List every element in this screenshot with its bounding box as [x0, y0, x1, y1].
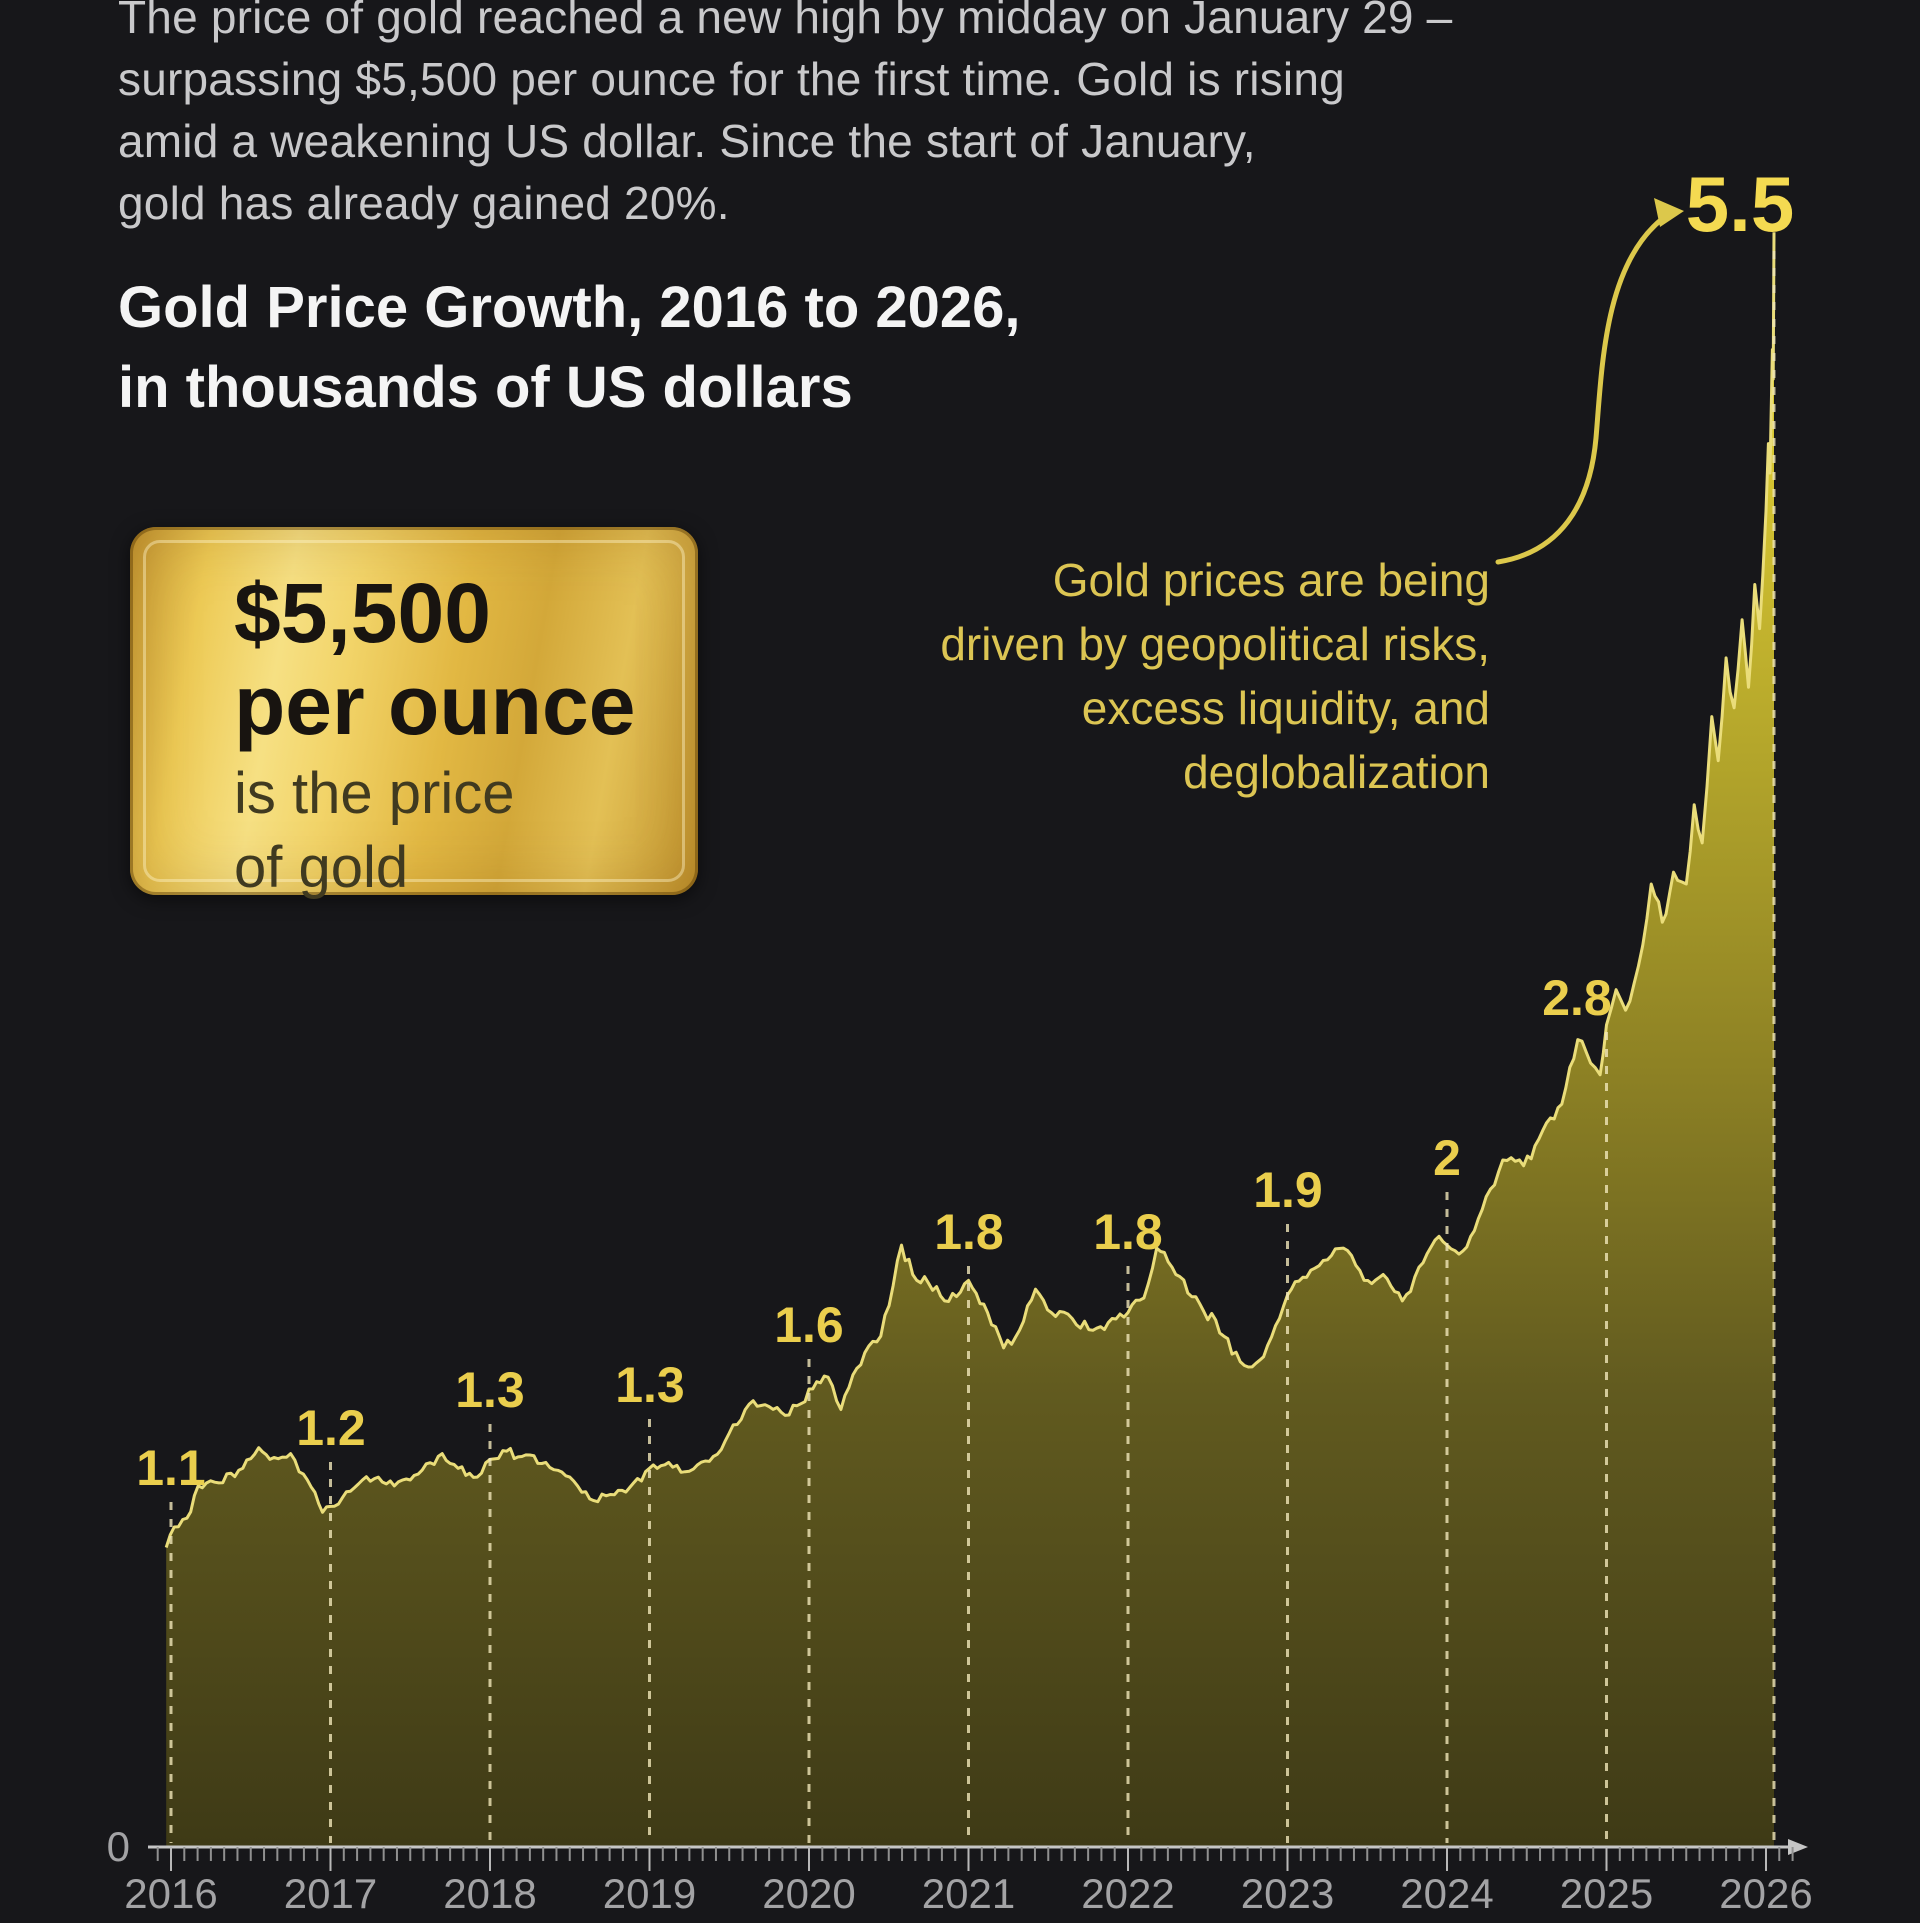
chart-value-label: 1.3	[615, 1357, 685, 1413]
price-value: $5,500	[234, 566, 491, 660]
chart-value-label: 1.1	[136, 1440, 206, 1496]
x-axis-year-label: 2016	[124, 1870, 217, 1917]
x-axis-year-label: 2018	[443, 1870, 536, 1917]
chart-value-label: 1.9	[1253, 1162, 1323, 1218]
chart-value-label: 1.2	[296, 1400, 366, 1456]
chart-value-label: 1.6	[774, 1297, 844, 1353]
arrowhead-icon	[1654, 198, 1684, 227]
x-axis-year-label: 2026	[1719, 1870, 1812, 1917]
annotation-line: driven by geopolitical risks,	[940, 618, 1490, 670]
x-axis-year-label: 2020	[762, 1870, 855, 1917]
intro-line: gold has already gained 20%.	[118, 177, 730, 229]
intro-line: amid a weakening US dollar. Since the st…	[118, 115, 1256, 167]
y-axis-zero-label: 0	[107, 1823, 130, 1870]
page-title: Gold Price Growth, 2016 to 2026, in thou…	[118, 268, 1021, 428]
annotation-line: Gold prices are being	[1052, 554, 1490, 606]
title-line-2: in thousands of US dollars	[118, 355, 853, 420]
annotation-line: excess liquidity, and	[1081, 682, 1490, 734]
chart-value-label: 2	[1433, 1130, 1461, 1186]
intro-line: surpassing $5,500 per ounce for the firs…	[118, 53, 1345, 105]
gold-bar-card: $5,500 per ounce is the price of gold	[130, 527, 698, 899]
price-caption-2: of gold	[234, 835, 409, 900]
x-axis-year-label: 2022	[1081, 1870, 1174, 1917]
intro-paragraph: The price of gold reached a new high by …	[118, 0, 1578, 234]
x-axis-year-label: 2024	[1400, 1870, 1493, 1917]
gold-price-area	[166, 232, 1775, 1848]
intro-line: The price of gold reached a new high by …	[118, 0, 1453, 43]
x-axis-year-label: 2021	[922, 1870, 1015, 1917]
gold-price-line	[164, 232, 1776, 1548]
x-axis-arrow-icon	[1788, 1839, 1808, 1855]
x-axis-year-label: 2023	[1241, 1870, 1334, 1917]
price-caption-1: is the price	[234, 761, 515, 826]
x-axis-year-label: 2017	[284, 1870, 377, 1917]
chart-plot-area: 1.1 1.2 1.3 1.3 1.6 1.8 1.8 1.9 2 2.8 5.5 2016 2017 2…	[107, 160, 1813, 1917]
annotation-line: deglobalization	[1183, 746, 1490, 798]
chart-value-label: 1.8	[934, 1204, 1004, 1260]
chart-value-label: 1.3	[455, 1362, 525, 1418]
chart-value-label: 5.5	[1686, 160, 1794, 248]
gold-bar-card-text: $5,500 per ounce is the price of gold	[234, 567, 635, 899]
price-unit: per ounce	[234, 658, 636, 752]
chart-value-label: 1.8	[1093, 1204, 1163, 1260]
drivers-annotation: Gold prices are being driven by geopolit…	[840, 548, 1490, 804]
x-axis-year-label: 2025	[1560, 1870, 1653, 1917]
chart-value-label: 2.8	[1542, 970, 1612, 1026]
title-line-1: Gold Price Growth, 2016 to 2026,	[118, 275, 1021, 340]
arrow-to-peak	[1495, 216, 1665, 565]
x-axis-year-label: 2019	[603, 1870, 696, 1917]
